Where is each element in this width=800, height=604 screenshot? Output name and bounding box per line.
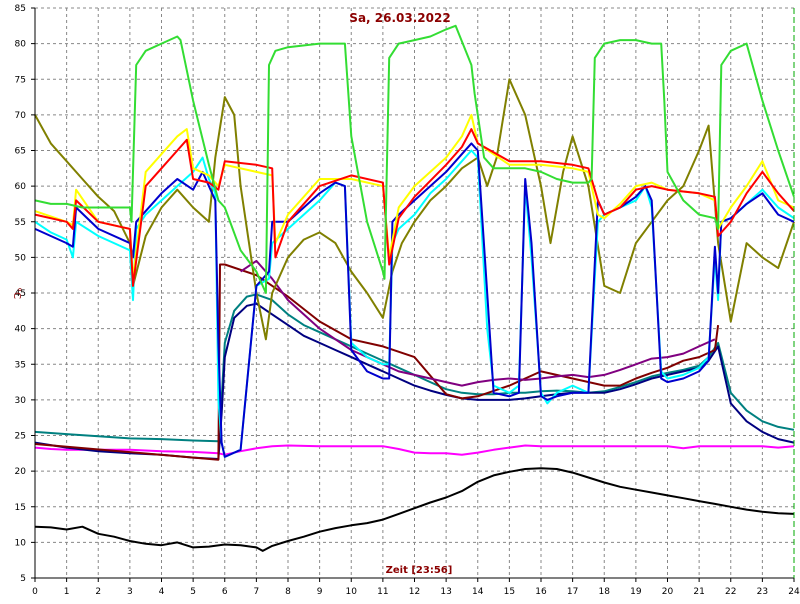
x-tick-label: 16 bbox=[535, 587, 547, 597]
y-tick-label: 5 bbox=[20, 574, 26, 584]
series-line-12 bbox=[34, 24, 795, 294]
x-tick-label: 20 bbox=[662, 587, 674, 597]
x-axis-label: Zeit [23:56] bbox=[386, 565, 453, 576]
series-group bbox=[34, 24, 795, 552]
x-tick-label: 5 bbox=[190, 587, 196, 597]
chart-title: Sa, 26.03.2022 bbox=[349, 11, 450, 25]
x-tick-label: 24 bbox=[788, 587, 800, 597]
y-tick-label: 20 bbox=[15, 467, 27, 477]
x-tick-labels: 0 1 2 3 4 5 6 7 8 9 10 11 12 13 14 15 16 17 18 19 20 21 22 23 24 bbox=[32, 587, 800, 597]
series-line-8 bbox=[34, 149, 795, 458]
y-tick-label: 45 bbox=[15, 289, 26, 299]
x-tick-label: 10 bbox=[346, 587, 358, 597]
y-tick-label: 80 bbox=[15, 40, 27, 50]
y-tick-label: 10 bbox=[15, 538, 27, 548]
x-tick-label: 21 bbox=[693, 587, 704, 597]
x-tick-label: 8 bbox=[285, 587, 291, 597]
x-tick-label: 3 bbox=[127, 587, 133, 597]
grid bbox=[35, 7, 794, 578]
y-tick-label: 15 bbox=[15, 503, 26, 513]
series-line-6 bbox=[240, 259, 716, 387]
y-tick-label: 70 bbox=[15, 111, 27, 121]
x-tick-label: 4 bbox=[159, 587, 165, 597]
x-tick-label: 15 bbox=[504, 587, 515, 597]
x-tick-label: 11 bbox=[377, 587, 388, 597]
axes bbox=[31, 7, 795, 582]
y-axis-label: °C bbox=[11, 287, 22, 299]
x-tick-label: 0 bbox=[32, 587, 38, 597]
x-tick-label: 7 bbox=[254, 587, 260, 597]
series-line-1 bbox=[34, 467, 795, 552]
y-tick-label: 40 bbox=[15, 325, 27, 335]
x-tick-label: 18 bbox=[599, 587, 611, 597]
series-line-9 bbox=[34, 142, 795, 458]
x-tick-label: 19 bbox=[630, 587, 642, 597]
x-tick-label: 22 bbox=[725, 587, 736, 597]
y-tick-label: 30 bbox=[15, 396, 27, 406]
series-line-5 bbox=[34, 263, 720, 461]
x-tick-label: 9 bbox=[317, 587, 323, 597]
y-tick-labels: 5 10 15 20 25 30 35 40 45 50 55 60 65 70 75 80 85 bbox=[15, 4, 27, 584]
x-tick-label: 2 bbox=[95, 587, 101, 597]
series-line-11 bbox=[34, 128, 795, 287]
y-tick-label: 75 bbox=[15, 75, 26, 85]
y-tick-label: 60 bbox=[15, 182, 27, 192]
y-tick-label: 65 bbox=[15, 147, 26, 157]
y-tick-label: 55 bbox=[15, 218, 26, 228]
x-tick-label: 12 bbox=[409, 587, 420, 597]
series-line-2 bbox=[34, 444, 795, 456]
y-tick-label: 85 bbox=[15, 4, 26, 14]
x-tick-label: 14 bbox=[472, 587, 484, 597]
y-tick-label: 25 bbox=[15, 432, 26, 442]
x-tick-label: 23 bbox=[757, 587, 768, 597]
x-tick-label: 1 bbox=[64, 587, 70, 597]
x-tick-label: 6 bbox=[222, 587, 228, 597]
series-line-7 bbox=[34, 78, 795, 341]
y-tick-label: 35 bbox=[15, 360, 26, 370]
x-tick-label: 13 bbox=[440, 587, 451, 597]
x-tick-label: 17 bbox=[567, 587, 578, 597]
y-tick-label: 50 bbox=[15, 253, 27, 263]
